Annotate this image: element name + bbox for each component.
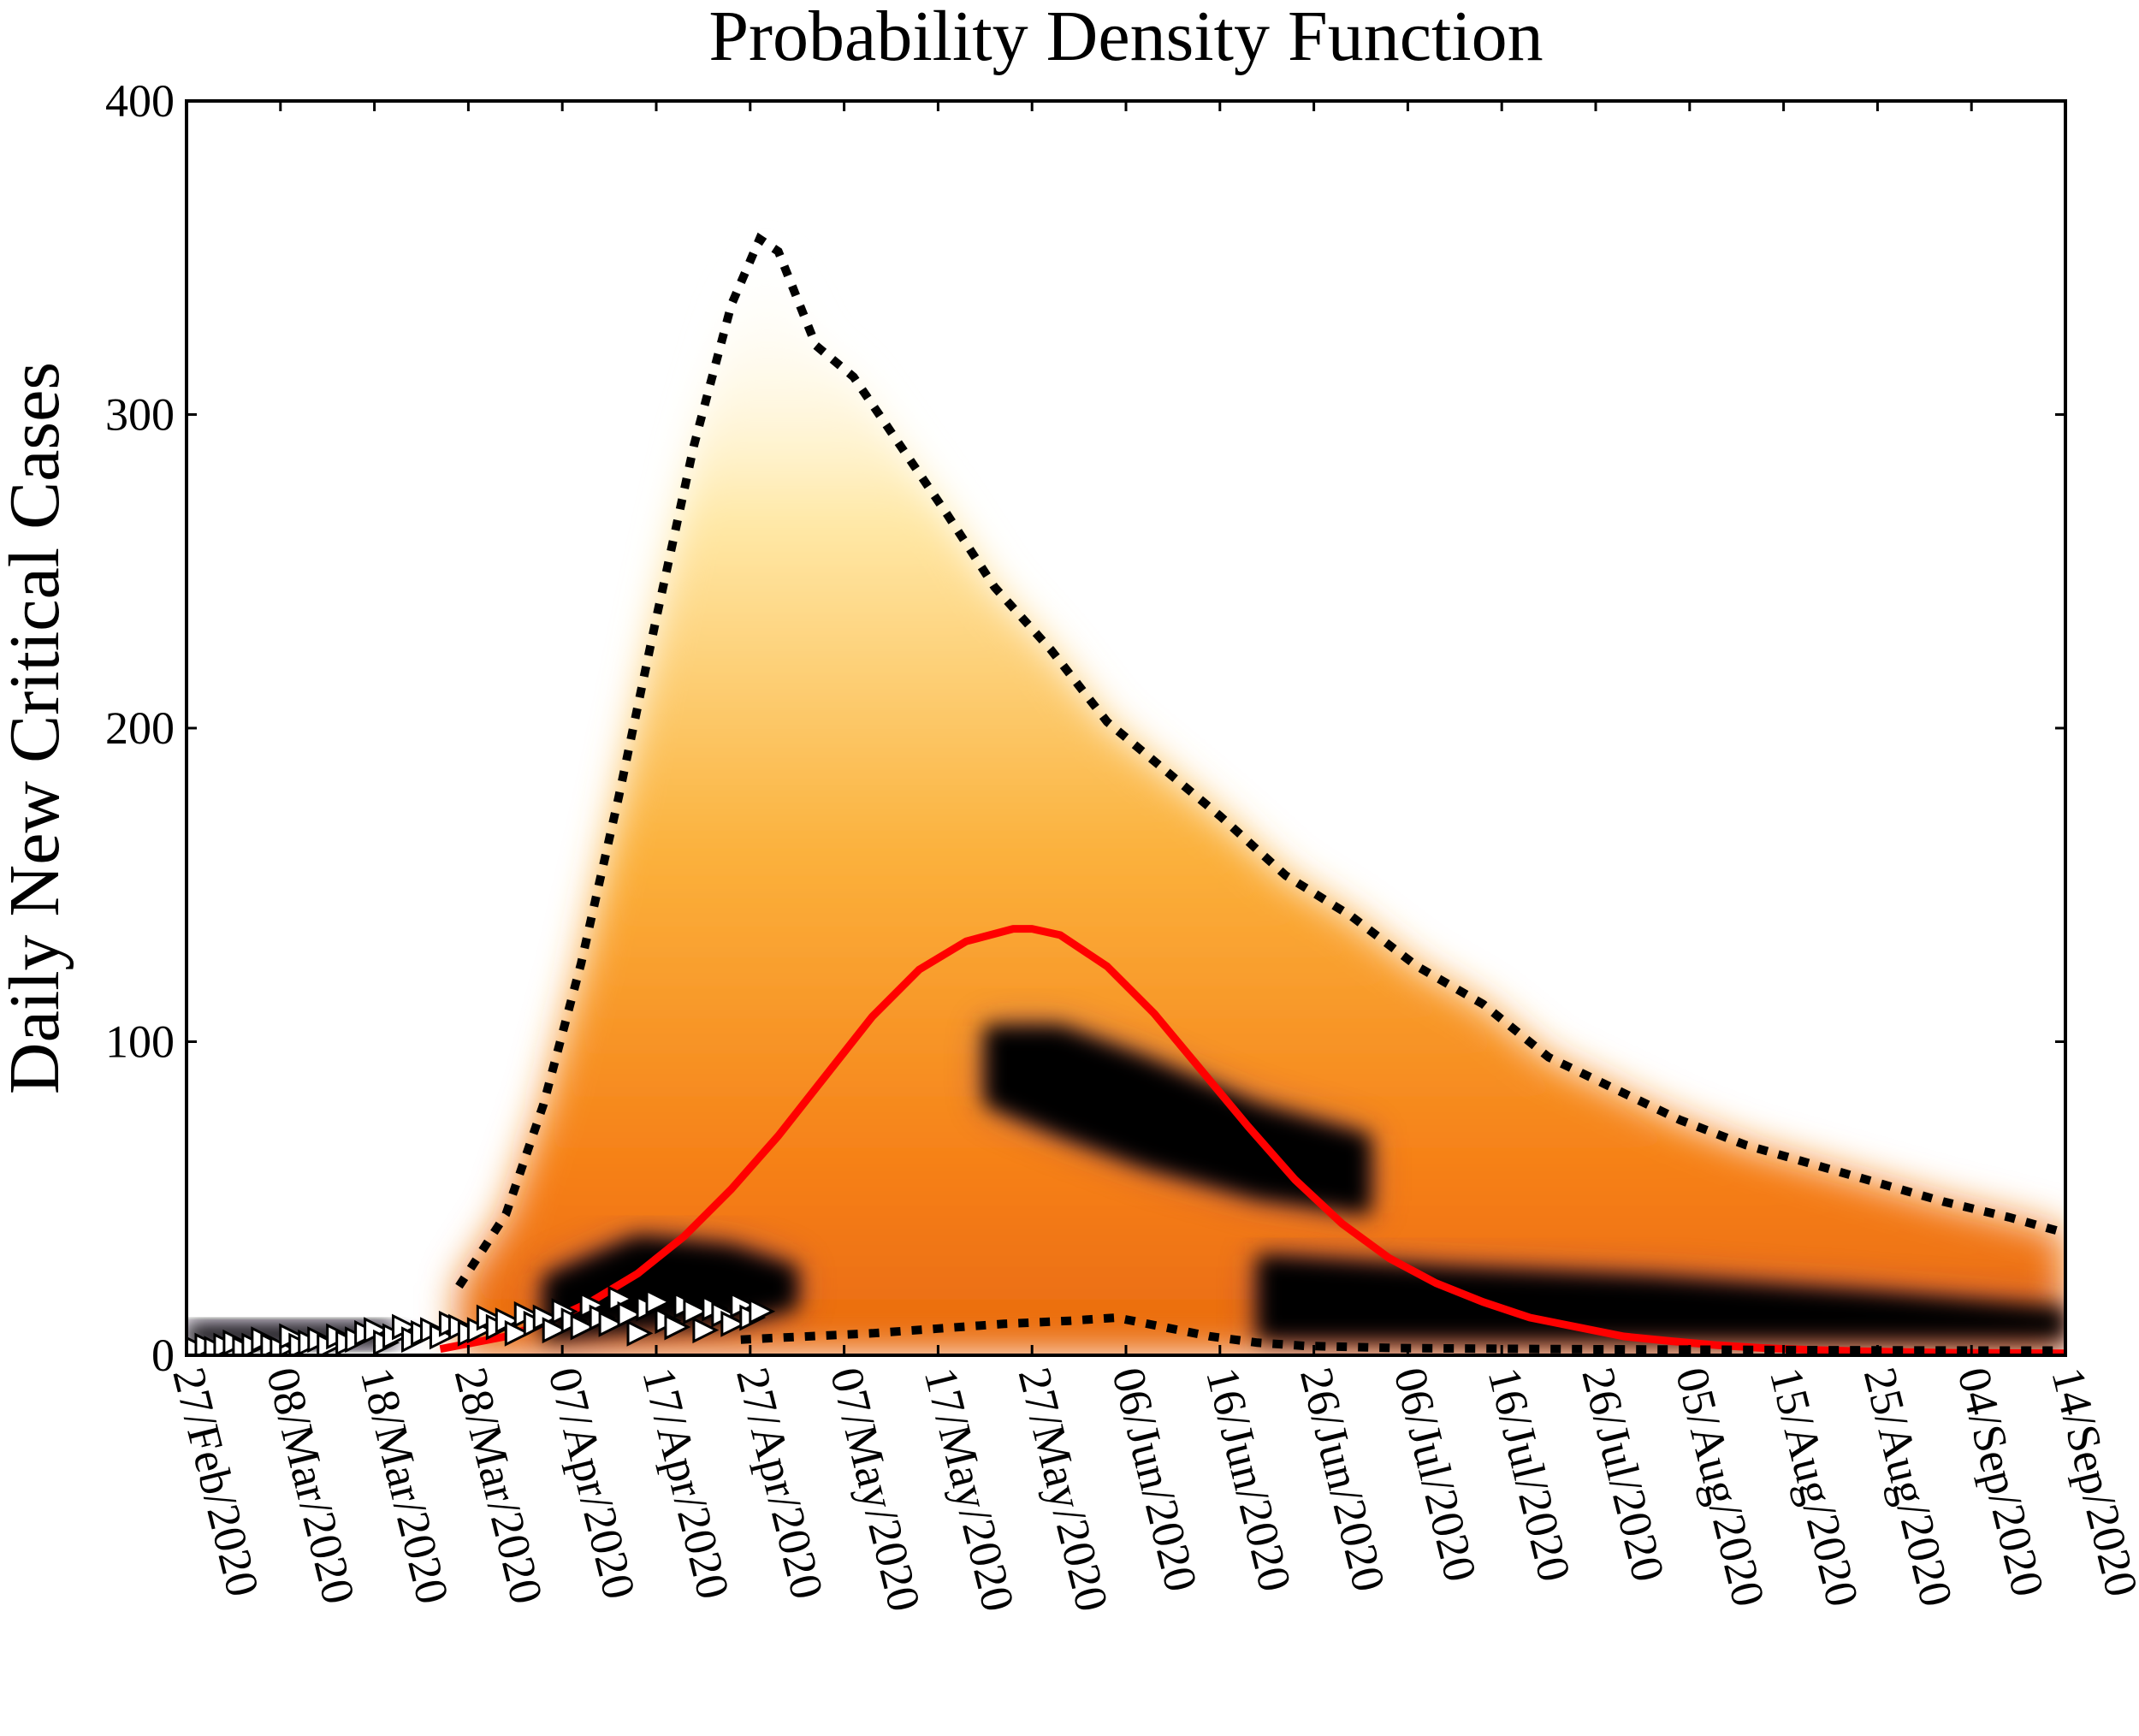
x-tick-label: 26/Jun/2020 <box>1290 1362 1395 1597</box>
x-tick-label: 25/Aug/2020 <box>1854 1362 1963 1611</box>
x-tick-label: 27/Feb/2020 <box>163 1362 269 1601</box>
x-tick-label: 17/May/2020 <box>915 1362 1025 1616</box>
x-tick-label: 05/Aug/2020 <box>1666 1362 1775 1611</box>
x-tick-label: 16/Jun/2020 <box>1196 1362 1301 1597</box>
x-tick-label: 28/Mar/2020 <box>445 1362 553 1609</box>
x-tick-label: 07/May/2020 <box>821 1362 931 1616</box>
y-tick-label: 200 <box>105 702 175 754</box>
data-point <box>542 1317 569 1344</box>
x-tick-label: 07/Apr/2020 <box>539 1362 646 1603</box>
chart-title: Probability Density Function <box>708 0 1543 76</box>
lower-bound-line <box>740 1312 2065 1355</box>
data-point <box>683 1298 710 1325</box>
density-core-0 <box>985 1026 1371 1215</box>
data-point <box>720 1310 748 1337</box>
y-tick-label: 100 <box>105 1016 175 1068</box>
data-point <box>749 1298 776 1325</box>
density-core-2 <box>1257 1254 2065 1340</box>
data-point <box>598 1310 625 1337</box>
x-tick-label: 18/Mar/2020 <box>351 1362 459 1609</box>
data-point <box>692 1317 720 1344</box>
y-axis-label: Daily New Critical Cases <box>0 362 74 1094</box>
data-point <box>645 1289 673 1316</box>
x-tick-label: 16/Jul/2020 <box>1478 1362 1581 1586</box>
x-tick-label: 17/Apr/2020 <box>632 1362 739 1603</box>
density-area <box>459 239 2065 1355</box>
x-tick-label: 08/Mar/2020 <box>257 1362 364 1609</box>
data-point <box>504 1319 531 1347</box>
x-tick-label: 06/Jun/2020 <box>1102 1362 1207 1597</box>
x-tick-label: 26/Jul/2020 <box>1572 1362 1674 1586</box>
x-tick-label: 27/May/2020 <box>1009 1362 1119 1616</box>
y-tick-label: 300 <box>105 389 175 441</box>
y-tick-label: 400 <box>105 75 175 127</box>
data-point <box>626 1319 654 1347</box>
data-point <box>664 1313 691 1341</box>
y-tick-label: 0 <box>151 1330 175 1381</box>
data-point <box>570 1313 597 1341</box>
x-tick-label: 14/Sep/2020 <box>2041 1362 2139 1601</box>
x-tick-label: 04/Sep/2020 <box>1948 1362 2054 1601</box>
upper-bound-line <box>455 232 2065 1289</box>
x-tick-label: 27/Apr/2020 <box>726 1362 833 1603</box>
x-tick-label: 06/Jul/2020 <box>1384 1362 1487 1586</box>
x-tick-label: 15/Aug/2020 <box>1760 1362 1869 1611</box>
data-point <box>617 1301 644 1328</box>
